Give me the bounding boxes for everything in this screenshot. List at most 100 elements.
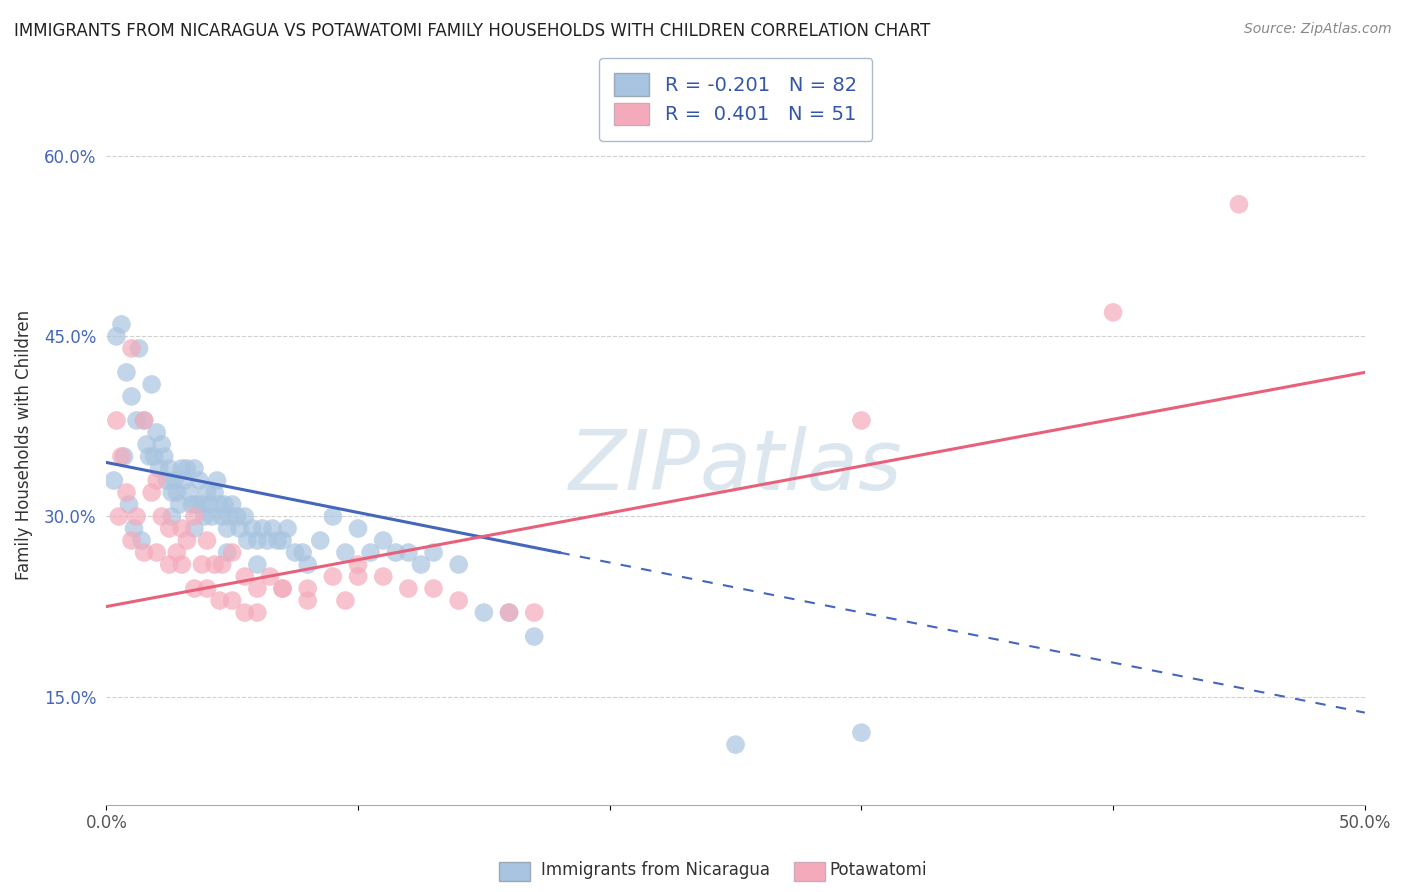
Point bbox=[335, 545, 357, 559]
Point bbox=[115, 365, 138, 379]
Point bbox=[205, 474, 228, 488]
Point bbox=[347, 569, 370, 583]
Point bbox=[170, 558, 193, 572]
Point bbox=[145, 545, 167, 559]
Point bbox=[297, 582, 319, 596]
Point bbox=[523, 606, 546, 620]
Point bbox=[1227, 197, 1250, 211]
Point bbox=[138, 450, 160, 464]
Point bbox=[128, 342, 150, 356]
Point bbox=[150, 509, 173, 524]
Point bbox=[191, 498, 214, 512]
Point bbox=[246, 533, 269, 548]
Point bbox=[233, 569, 256, 583]
Point bbox=[118, 498, 141, 512]
Point bbox=[396, 582, 419, 596]
Point bbox=[218, 509, 240, 524]
Point bbox=[214, 498, 236, 512]
Point bbox=[409, 558, 432, 572]
Point bbox=[179, 485, 201, 500]
Point bbox=[122, 521, 145, 535]
Point bbox=[143, 450, 166, 464]
Point bbox=[169, 498, 191, 512]
Point bbox=[221, 498, 243, 512]
Point bbox=[183, 582, 205, 596]
Point bbox=[523, 630, 546, 644]
Point bbox=[384, 545, 406, 559]
Point bbox=[188, 474, 211, 488]
Point bbox=[145, 474, 167, 488]
Point bbox=[211, 558, 233, 572]
Point bbox=[157, 461, 180, 475]
Point bbox=[266, 533, 288, 548]
Point bbox=[246, 558, 269, 572]
Point bbox=[297, 593, 319, 607]
Point bbox=[851, 725, 873, 739]
Point bbox=[297, 558, 319, 572]
Point bbox=[229, 521, 252, 535]
Point bbox=[163, 474, 186, 488]
Point bbox=[347, 521, 370, 535]
Legend: R = -0.201   N = 82, R =  0.401   N = 51: R = -0.201 N = 82, R = 0.401 N = 51 bbox=[599, 58, 873, 141]
Point bbox=[183, 521, 205, 535]
Point bbox=[221, 593, 243, 607]
Point bbox=[447, 558, 470, 572]
Point bbox=[105, 329, 128, 343]
Point bbox=[105, 413, 128, 427]
Point bbox=[201, 509, 224, 524]
Point bbox=[153, 450, 176, 464]
Point bbox=[193, 509, 215, 524]
Point bbox=[271, 582, 294, 596]
Point bbox=[141, 485, 163, 500]
Point bbox=[198, 498, 221, 512]
Point bbox=[447, 593, 470, 607]
Point bbox=[208, 498, 231, 512]
Y-axis label: Family Households with Children: Family Households with Children bbox=[15, 310, 32, 580]
Point bbox=[221, 545, 243, 559]
Point bbox=[132, 413, 155, 427]
Point bbox=[180, 498, 202, 512]
Point bbox=[246, 606, 269, 620]
Point bbox=[204, 485, 226, 500]
Point bbox=[160, 509, 183, 524]
Point bbox=[150, 437, 173, 451]
Point bbox=[724, 738, 747, 752]
Point bbox=[195, 582, 218, 596]
Point bbox=[240, 521, 263, 535]
Point bbox=[191, 558, 214, 572]
Point bbox=[110, 318, 132, 332]
Point bbox=[1102, 305, 1125, 319]
Point bbox=[170, 521, 193, 535]
Point bbox=[186, 498, 208, 512]
Point bbox=[335, 593, 357, 607]
Point bbox=[183, 509, 205, 524]
Point bbox=[472, 606, 495, 620]
Point bbox=[252, 521, 274, 535]
Text: ZIPatlas: ZIPatlas bbox=[569, 425, 903, 507]
Point bbox=[141, 377, 163, 392]
Point bbox=[157, 558, 180, 572]
Point bbox=[262, 521, 284, 535]
Point bbox=[166, 485, 188, 500]
Point bbox=[373, 533, 395, 548]
Point bbox=[160, 485, 183, 500]
Point bbox=[115, 485, 138, 500]
Text: Immigrants from Nicaragua: Immigrants from Nicaragua bbox=[541, 861, 770, 879]
Point bbox=[217, 545, 239, 559]
Point bbox=[108, 509, 131, 524]
Point bbox=[148, 461, 170, 475]
Point bbox=[422, 545, 444, 559]
Point bbox=[256, 533, 278, 548]
Point bbox=[233, 509, 256, 524]
Point bbox=[125, 413, 148, 427]
Point bbox=[422, 582, 444, 596]
Point bbox=[195, 485, 218, 500]
Point bbox=[498, 606, 520, 620]
Point bbox=[322, 509, 344, 524]
Point bbox=[291, 545, 314, 559]
Point bbox=[271, 533, 294, 548]
Point bbox=[322, 569, 344, 583]
Point bbox=[112, 450, 135, 464]
Point bbox=[176, 461, 198, 475]
Point bbox=[277, 521, 299, 535]
